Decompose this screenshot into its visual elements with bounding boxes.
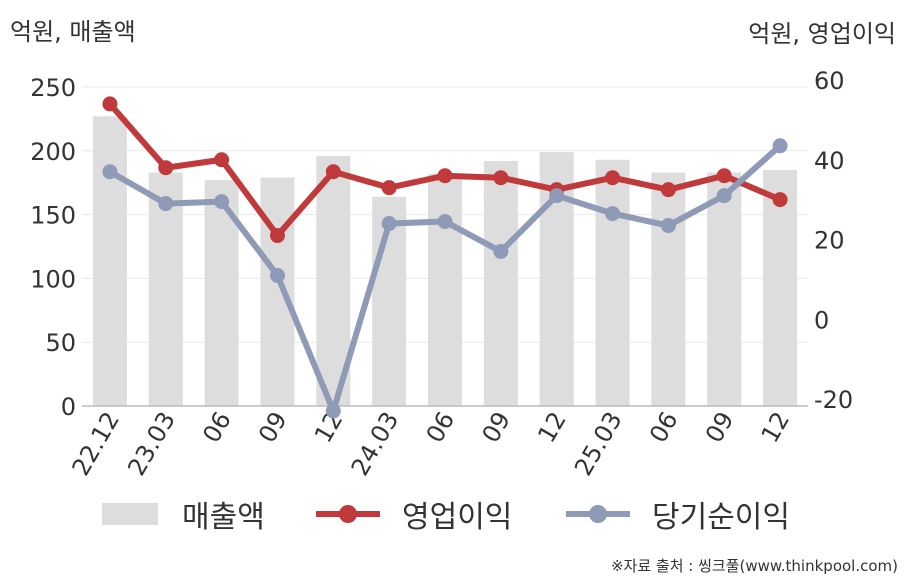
x-axis-tick-label: 06 xyxy=(644,407,684,447)
point-net-income xyxy=(549,188,565,204)
left-axis-tick-label: 250 xyxy=(30,74,76,102)
legend-item-revenue: 매출액 xyxy=(102,492,265,536)
right-axis-tick-label: 40 xyxy=(814,147,845,175)
point-net-income xyxy=(381,216,397,232)
bar-revenue xyxy=(651,172,686,406)
x-axis-tick-label: 12 xyxy=(756,407,796,447)
legend-swatch-operating-profit xyxy=(316,492,380,536)
point-net-income xyxy=(102,164,118,180)
bar-revenue xyxy=(148,172,183,406)
left-axis-tick-label: 150 xyxy=(30,202,76,230)
legend-swatch-revenue xyxy=(102,503,158,525)
right-axis-tick-label: -20 xyxy=(814,386,853,414)
point-operating-profit xyxy=(605,170,621,186)
source-note: ※자료 출처 : 씽크풀(www.thinkpool.com) xyxy=(610,557,898,575)
point-net-income xyxy=(493,243,509,259)
point-net-income xyxy=(660,218,676,234)
bar-revenue xyxy=(428,173,462,406)
chart-legend: 매출액 영업이익 당기순이익 xyxy=(0,492,908,536)
point-operating-profit xyxy=(772,192,788,208)
left-axis-tick-label: 100 xyxy=(30,265,76,293)
point-operating-profit xyxy=(102,96,118,112)
point-net-income xyxy=(437,214,453,230)
bar-revenue xyxy=(92,116,127,407)
left-axis-tick-label: 0 xyxy=(61,393,76,421)
point-net-income xyxy=(605,206,621,222)
legend-label-revenue: 매출액 xyxy=(182,500,265,535)
x-axis-tick-label: 24.03 xyxy=(346,407,405,481)
legend-label-net-income: 당기순이익 xyxy=(652,500,790,535)
point-net-income xyxy=(158,196,174,212)
bar-revenue xyxy=(707,172,742,406)
point-net-income xyxy=(716,188,732,204)
left-axis-tick-label: 50 xyxy=(45,329,76,357)
x-axis-tick-label: 09 xyxy=(700,407,740,447)
legend-item-operating-profit: 영업이익 xyxy=(316,492,512,536)
point-operating-profit xyxy=(381,180,397,196)
bar-revenue xyxy=(260,177,295,406)
legend-label-operating-profit: 영업이익 xyxy=(402,500,513,535)
right-axis-unit-label: 억원, 영업이익 xyxy=(748,20,896,48)
legend-swatch-net-income xyxy=(566,492,630,536)
x-axis-tick-label: 25.03 xyxy=(569,407,628,481)
right-axis-tick-label: 20 xyxy=(814,227,845,255)
right-axis-tick-label: 60 xyxy=(814,67,845,95)
left-axis-tick-label: 200 xyxy=(30,138,76,166)
bar-revenue xyxy=(595,159,630,406)
right-axis-tick-label: 0 xyxy=(814,306,829,334)
bar-revenue xyxy=(763,169,798,406)
point-net-income xyxy=(214,194,230,210)
x-axis-tick-label: 23.03 xyxy=(122,407,181,481)
point-operating-profit xyxy=(437,168,453,184)
point-net-income xyxy=(325,403,341,419)
point-operating-profit xyxy=(660,182,676,198)
legend-item-net-income: 당기순이익 xyxy=(566,492,790,536)
x-axis-tick-label: 09 xyxy=(477,407,517,447)
point-operating-profit xyxy=(325,164,341,180)
point-net-income xyxy=(269,267,285,283)
point-net-income xyxy=(772,138,788,154)
x-axis-tick-label: 06 xyxy=(197,407,237,447)
x-axis-tick-label: 09 xyxy=(253,407,293,447)
point-operating-profit xyxy=(716,168,732,184)
point-operating-profit xyxy=(269,228,285,244)
point-operating-profit xyxy=(158,160,174,176)
x-axis-tick-label: 06 xyxy=(421,407,461,447)
point-operating-profit xyxy=(493,170,509,186)
x-axis-tick-label: 12 xyxy=(532,407,572,447)
point-operating-profit xyxy=(214,152,230,168)
bar-revenue xyxy=(483,161,518,406)
left-axis-unit-label: 억원, 매출액 xyxy=(10,18,136,46)
